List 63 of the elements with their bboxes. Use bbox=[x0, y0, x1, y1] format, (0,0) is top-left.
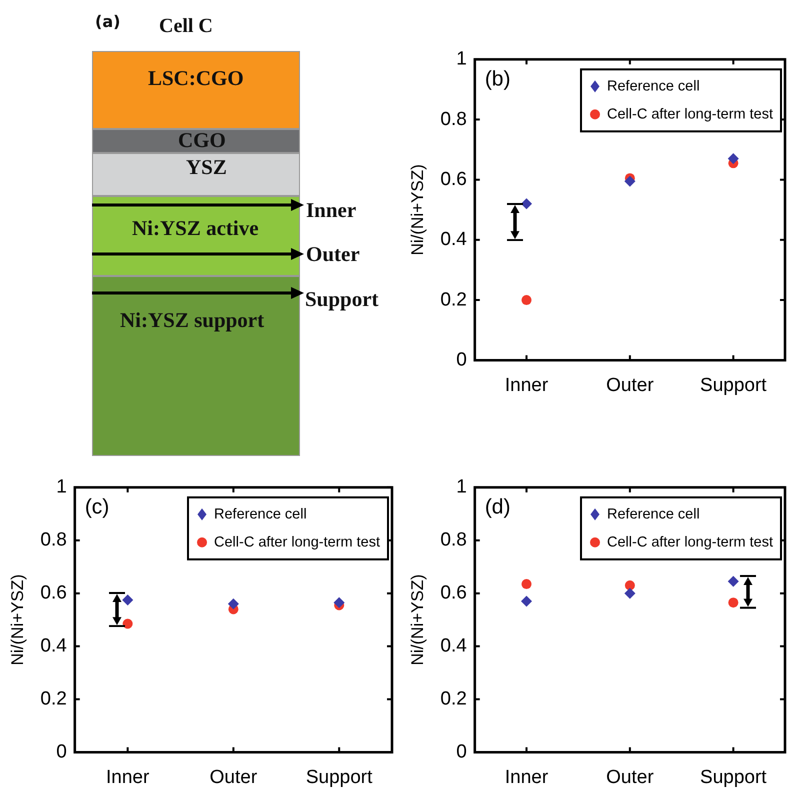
text: Outer bbox=[306, 242, 360, 266]
y-tick-label: 0.8 bbox=[40, 530, 67, 551]
annotation: (c) bbox=[84, 496, 110, 519]
y-tick-label: 0.4 bbox=[440, 229, 468, 250]
point bbox=[522, 295, 532, 306]
y-axis-title: Ni/(Ni+YSZ) bbox=[408, 164, 427, 256]
point bbox=[624, 580, 635, 590]
legend-label: Cell-C after long-term test bbox=[607, 534, 774, 550]
y-tick-label: 0.6 bbox=[440, 582, 467, 604]
point bbox=[522, 579, 532, 590]
y-axis-title: Ni/(Ni+YSZ) bbox=[8, 574, 27, 666]
x-tick-label: Support bbox=[306, 766, 374, 788]
y-tick-label: 0.2 bbox=[40, 688, 67, 710]
text: (a) bbox=[95, 11, 120, 33]
text: Cell C bbox=[159, 15, 213, 38]
point bbox=[334, 597, 345, 608]
annotation: (b) bbox=[484, 68, 510, 91]
y-tick-label: 0 bbox=[456, 349, 467, 370]
y-axis-title: Ni/(Ni+YSZ) bbox=[408, 574, 427, 666]
x-tick-label: Inner bbox=[504, 374, 549, 396]
y-tick-label: 0.6 bbox=[40, 582, 67, 604]
y-tick-label: 0.8 bbox=[440, 530, 467, 551]
y-tick-label: 0.4 bbox=[440, 636, 468, 657]
point bbox=[624, 588, 636, 599]
point bbox=[728, 598, 738, 608]
legend-label: Cell-C after long-term test bbox=[607, 106, 774, 122]
y-tick-label: 0.4 bbox=[40, 636, 68, 657]
text: Ni:YSZ active bbox=[132, 216, 259, 240]
x-tick-label: Outer bbox=[606, 374, 654, 396]
text: Inner bbox=[306, 198, 356, 222]
x-tick-label: Inner bbox=[504, 766, 549, 788]
legend-label: Reference cell bbox=[607, 78, 700, 94]
point bbox=[728, 153, 739, 164]
point bbox=[728, 576, 739, 587]
text: LSC:CGO bbox=[148, 66, 244, 90]
text: CGO bbox=[178, 128, 226, 152]
point bbox=[122, 618, 133, 629]
point bbox=[624, 176, 636, 187]
point bbox=[521, 198, 532, 210]
y-tick-label: 1 bbox=[56, 476, 67, 498]
x-tick-label: Outer bbox=[210, 766, 258, 788]
x-tick-label: Inner bbox=[106, 766, 150, 788]
y-tick-label: 0.2 bbox=[440, 688, 467, 710]
annotation: (d) bbox=[484, 496, 510, 519]
y-tick-label: 1 bbox=[456, 48, 467, 70]
legend-label: Reference cell bbox=[607, 506, 700, 522]
text: Support bbox=[305, 287, 379, 311]
x-tick-label: Outer bbox=[606, 766, 654, 788]
point bbox=[521, 596, 532, 607]
y-tick-label: 0.2 bbox=[440, 289, 467, 310]
y-tick-label: 1 bbox=[456, 476, 467, 498]
point bbox=[228, 598, 239, 610]
y-tick-label: 0 bbox=[56, 741, 67, 762]
legend-label: Cell-C after long-term test bbox=[214, 534, 380, 550]
y-tick-label: 0 bbox=[456, 741, 467, 762]
text: Ni:YSZ support bbox=[120, 308, 264, 332]
text: YSZ bbox=[186, 155, 227, 179]
x-tick-label: Support bbox=[700, 766, 768, 788]
y-tick-label: 0.8 bbox=[440, 108, 467, 130]
y-tick-label: 0.6 bbox=[440, 168, 467, 190]
x-tick-label: Support bbox=[700, 374, 768, 396]
legend-label: Reference cell bbox=[214, 506, 307, 522]
point bbox=[122, 594, 134, 606]
